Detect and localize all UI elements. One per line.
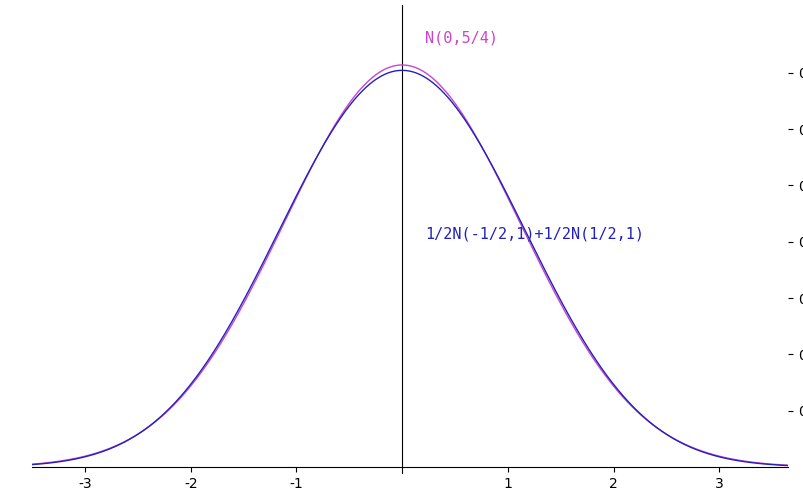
- Text: N(0,5/4): N(0,5/4): [425, 31, 498, 45]
- Text: 1/2N(-1/2,1)+1/2N(1/2,1): 1/2N(-1/2,1)+1/2N(1/2,1): [425, 227, 643, 242]
